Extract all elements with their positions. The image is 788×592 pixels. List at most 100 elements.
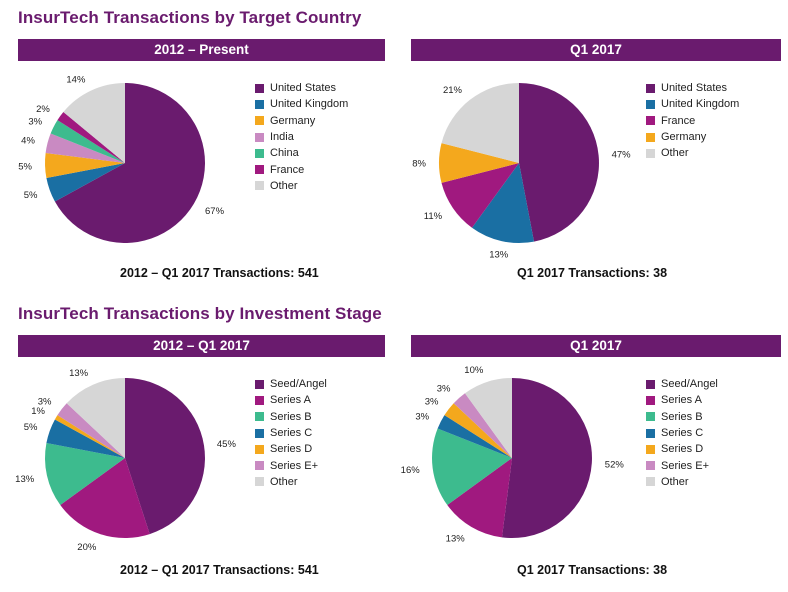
legend-swatch bbox=[255, 477, 264, 487]
pie-slice-stage_all-series-e bbox=[57, 403, 126, 458]
legend-swatch bbox=[255, 181, 264, 191]
legend-label: Series A bbox=[661, 394, 702, 407]
legend-swatch bbox=[255, 165, 264, 175]
legend-stage-q1: Seed/Angel Series A Series B Series C Series… bbox=[646, 376, 718, 490]
legend-item-stage_q1-series-e: Series E+ bbox=[646, 457, 718, 473]
legend-swatch bbox=[646, 428, 655, 438]
legend-label: Series D bbox=[270, 443, 313, 456]
pie-label-country_q1-other: 21% bbox=[443, 85, 463, 96]
legend-item-country_all-germany: Germany bbox=[255, 113, 348, 129]
pie-label-stage_all-series-a: 20% bbox=[77, 542, 97, 553]
legend-label: France bbox=[661, 114, 696, 127]
legend-label: Other bbox=[661, 475, 689, 488]
legend-item-stage_all-series-c: Series C bbox=[255, 425, 327, 441]
legend-item-country_q1-other: Other bbox=[646, 145, 739, 161]
legend-item-country_all-france: France bbox=[255, 161, 348, 177]
section-title-stage: InsurTech Transactions by Investment Sta… bbox=[18, 304, 382, 323]
legend-label: United States bbox=[270, 82, 337, 95]
pie-label-stage_q1-series-a: 13% bbox=[446, 534, 466, 545]
pie-label-stage_q1-series-e: 3% bbox=[437, 384, 451, 395]
panel-header-country-all: 2012 – Present bbox=[18, 39, 385, 61]
legend-swatch bbox=[255, 395, 264, 405]
legend-swatch bbox=[646, 132, 655, 142]
legend-country-all: United States United Kingdom Germany India C… bbox=[255, 80, 348, 194]
pie-slice-stage_all-series-a bbox=[60, 458, 150, 538]
pie-slice-stage_all-series-d bbox=[54, 415, 125, 458]
legend-swatch bbox=[646, 99, 655, 109]
pie-slice-stage_q1-other bbox=[464, 378, 512, 458]
legend-label: Series E+ bbox=[270, 459, 318, 472]
pie-slice-stage_q1-series-a bbox=[447, 458, 512, 538]
legend-swatch bbox=[255, 99, 264, 109]
pie-label-stage_all-series-d: 1% bbox=[31, 406, 45, 417]
legend-label: Series B bbox=[270, 410, 312, 423]
pie-label-stage_q1-seed-angel: 52% bbox=[605, 459, 625, 470]
legend-swatch bbox=[646, 444, 655, 454]
pie-slice-country_q1-other bbox=[441, 82, 519, 163]
pie-label-stage_all-series-e: 3% bbox=[38, 397, 52, 408]
pie-slice-country_all-china bbox=[50, 120, 126, 163]
pie-slice-country_q1-france bbox=[441, 163, 519, 228]
legend-swatch bbox=[255, 444, 264, 454]
pie-label-stage_q1-series-d: 3% bbox=[425, 397, 439, 408]
legend-label: China bbox=[270, 147, 299, 160]
pie-slice-stage_q1-seed-angel bbox=[501, 378, 592, 538]
pie-slice-stage_q1-series-d bbox=[444, 403, 512, 458]
pie-slice-country_all-other bbox=[63, 83, 125, 163]
pie-label-stage_all-series-b: 13% bbox=[15, 474, 35, 485]
legend-swatch bbox=[646, 477, 655, 487]
footer-country-all: 2012 – Q1 2017 Transactions: 541 bbox=[120, 266, 319, 280]
legend-item-stage_all-series-a: Series A bbox=[255, 392, 327, 408]
pie-label-stage_q1-series-b: 16% bbox=[401, 465, 421, 476]
legend-item-country_q1-france: France bbox=[646, 113, 739, 129]
panel-header-stage-all: 2012 – Q1 2017 bbox=[18, 335, 385, 357]
legend-item-country_all-india: India bbox=[255, 129, 348, 145]
pie-label-country_all-united-states: 67% bbox=[205, 206, 225, 217]
legend-swatch bbox=[255, 83, 264, 93]
pie-label-country_q1-united-kingdom: 13% bbox=[489, 249, 509, 260]
legend-item-stage_q1-other: Other bbox=[646, 474, 718, 490]
legend-label: Other bbox=[661, 147, 689, 160]
legend-item-country_q1-germany: Germany bbox=[646, 129, 739, 145]
legend-item-stage_q1-series-d: Series D bbox=[646, 441, 718, 457]
legend-label: United States bbox=[661, 82, 728, 95]
pie-label-stage_all-other: 13% bbox=[69, 368, 89, 379]
legend-label: United Kingdom bbox=[661, 98, 740, 111]
pie-slice-stage_all-series-c bbox=[46, 419, 125, 458]
legend-item-stage_q1-series-a: Series A bbox=[646, 392, 718, 408]
legend-item-country_all-united-kingdom: United Kingdom bbox=[255, 96, 348, 112]
legend-label: Series B bbox=[661, 410, 703, 423]
legend-item-stage_q1-series-c: Series C bbox=[646, 425, 718, 441]
legend-item-country_all-united-states: United States bbox=[255, 80, 348, 96]
legend-item-stage_all-series-e: Series E+ bbox=[255, 457, 327, 473]
legend-swatch bbox=[646, 379, 655, 389]
legend-item-stage_all-series-b: Series B bbox=[255, 409, 327, 425]
pie-slice-stage_all-series-b bbox=[45, 443, 125, 506]
legend-swatch bbox=[646, 412, 655, 422]
legend-label: Series C bbox=[661, 427, 704, 440]
pie-slice-stage_q1-series-e bbox=[453, 393, 512, 458]
footer-country-q1: Q1 2017 Transactions: 38 bbox=[517, 266, 668, 280]
legend-label: Germany bbox=[661, 131, 707, 144]
legend-item-stage_all-other: Other bbox=[255, 474, 327, 490]
legend-label: Series E+ bbox=[661, 459, 709, 472]
pie-label-country_all-united-kingdom: 5% bbox=[24, 190, 38, 201]
pie-slice-country_q1-united-states bbox=[519, 83, 599, 242]
pie-label-country_q1-germany: 8% bbox=[412, 159, 426, 170]
panel-header-stage-q1: Q1 2017 bbox=[411, 335, 781, 357]
legend-item-stage_q1-seed-angel: Seed/Angel bbox=[646, 376, 718, 392]
legend-swatch bbox=[255, 148, 264, 158]
legend-swatch bbox=[255, 379, 264, 389]
pie-slice-country_all-germany bbox=[45, 152, 126, 178]
legend-label: United Kingdom bbox=[270, 98, 349, 111]
legend-swatch bbox=[255, 116, 264, 126]
section-title-country: InsurTech Transactions by Target Country bbox=[18, 8, 362, 27]
pie-slice-country_all-united-states bbox=[54, 83, 206, 243]
legend-label: Seed/Angel bbox=[270, 378, 327, 391]
legend-item-stage_all-seed-angel: Seed/Angel bbox=[255, 376, 327, 392]
legend-label: Series A bbox=[270, 394, 311, 407]
legend-swatch bbox=[255, 132, 264, 142]
pie-slice-country_all-france bbox=[57, 112, 126, 163]
legend-label: Other bbox=[270, 475, 298, 488]
